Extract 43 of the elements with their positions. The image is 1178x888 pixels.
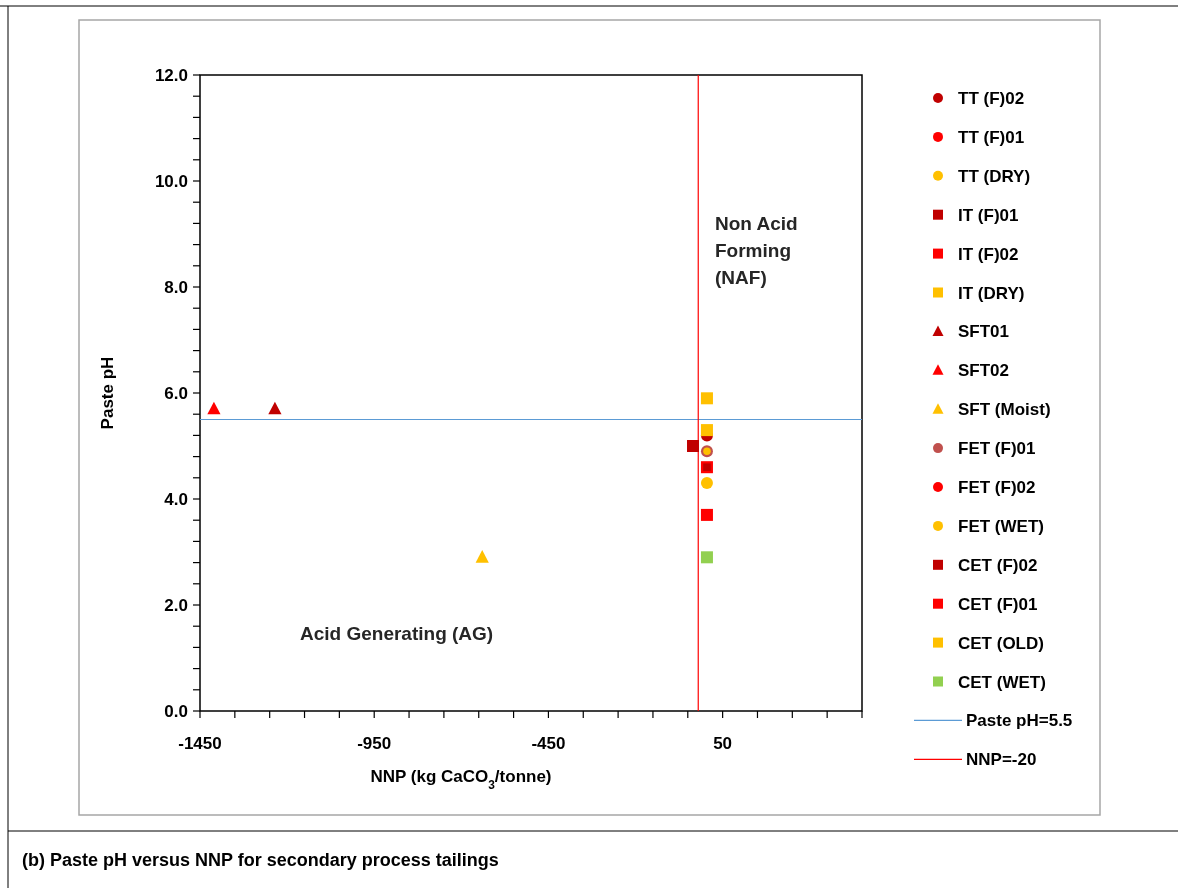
- point: [700, 424, 713, 437]
- point: [268, 401, 282, 415]
- legend-label: CET (OLD): [958, 633, 1044, 653]
- y-tick-label: 4.0: [164, 490, 188, 509]
- legend-label: CET (WET): [958, 672, 1046, 692]
- legend-label: TT (F)02: [958, 89, 1025, 108]
- x-tick-label: 50: [713, 734, 733, 753]
- point: [207, 401, 221, 415]
- y-tick-label: 0.0: [164, 702, 188, 721]
- y-tick-label: 2.0: [164, 596, 188, 615]
- annotation: Acid Generating (AG): [300, 623, 494, 644]
- legend-label: Paste pH=5.5: [966, 711, 1073, 731]
- legend-label: SFT (Moist): [958, 400, 1051, 420]
- x-axis-title: NNP (kg CaCO$_{3}$/tonne): [370, 767, 552, 792]
- legend-label: IT (F)02: [958, 244, 1019, 264]
- y-tick-label: 12.0: [154, 66, 188, 85]
- legend-label: IT (DRY): [958, 283, 1025, 303]
- legend-label: CET (F)02: [958, 555, 1038, 575]
- legend-label: SFT02: [958, 361, 1010, 381]
- legend-label: TT (F)01: [958, 127, 1025, 147]
- point: [687, 440, 700, 452]
- x-tick-label: -450: [531, 734, 566, 753]
- point: [700, 477, 713, 490]
- legend-label: IT (F)01: [958, 205, 1019, 225]
- y-axis-title: Paste pH: [98, 356, 117, 430]
- legend-label: FET (WET): [958, 516, 1044, 536]
- x-tick-label: -1450: [178, 734, 222, 753]
- y-tick-label: 8.0: [164, 278, 188, 297]
- y-tick-label: 10.0: [154, 172, 188, 191]
- annotation: Non Acid Forming (NAF): [715, 213, 798, 288]
- point: [700, 392, 713, 405]
- text: (b) Paste pH versus NNP for secondary process tailings: [22, 850, 499, 870]
- y-tick-label: 6.0: [164, 384, 188, 403]
- legend-label: SFT01: [958, 322, 1010, 342]
- x-tick-label: -950: [357, 734, 392, 753]
- point: [700, 551, 713, 564]
- point: [475, 550, 489, 563]
- legend-label: FET (F)01: [958, 439, 1036, 459]
- point: [700, 508, 713, 521]
- legend-label: FET (F)02: [958, 478, 1036, 497]
- legend-label: TT (DRY): [958, 166, 1031, 186]
- legend-label: NNP=-20: [966, 750, 1037, 770]
- legend-label: CET (F)01: [958, 594, 1038, 614]
